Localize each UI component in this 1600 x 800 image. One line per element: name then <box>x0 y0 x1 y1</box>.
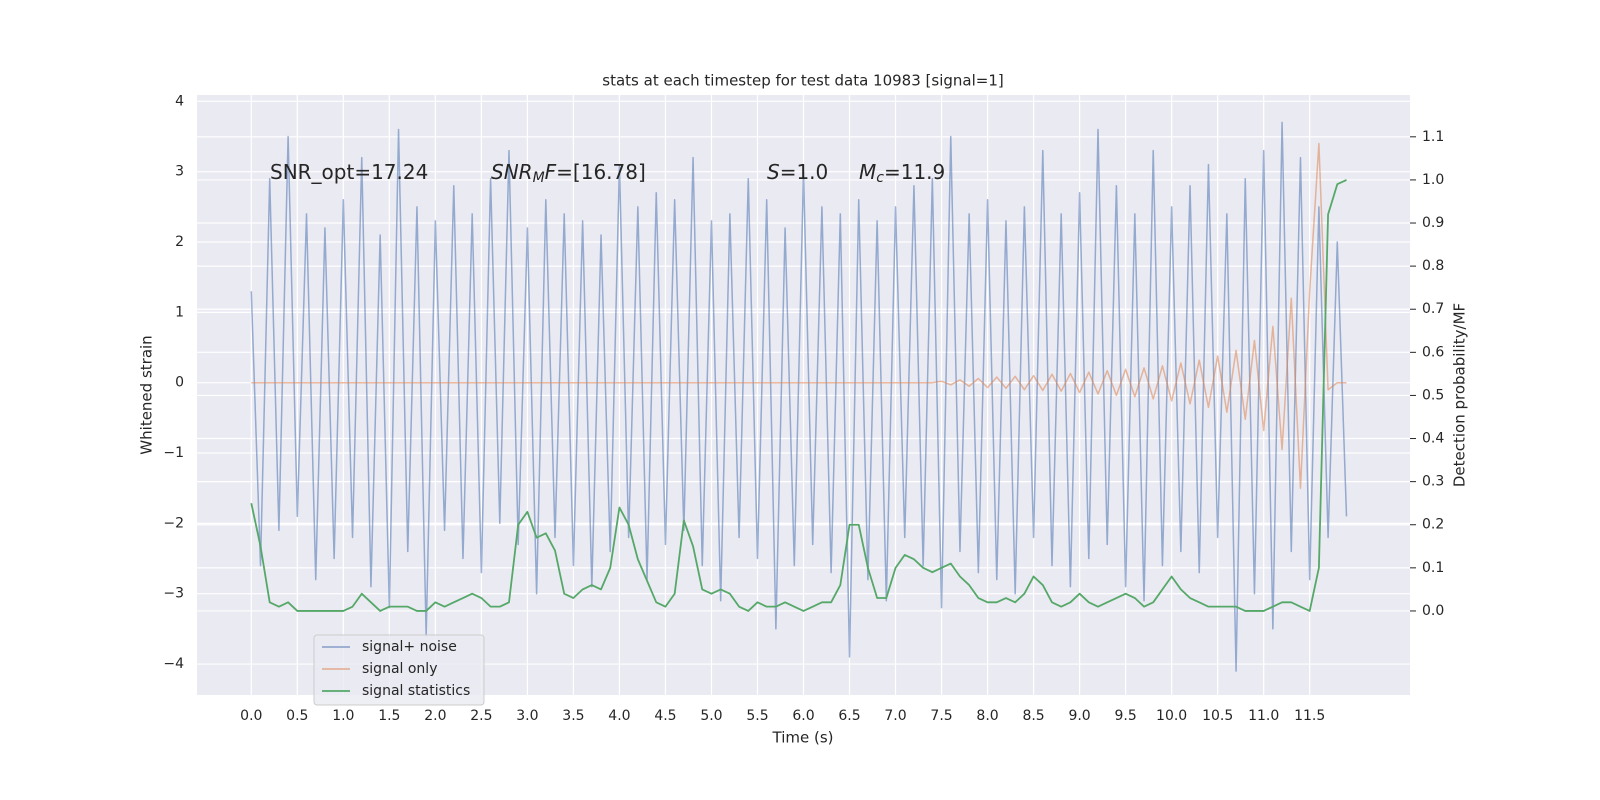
x-tick-label: 3.0 <box>516 708 538 724</box>
x-tick-label: 6.5 <box>838 708 860 724</box>
y-tick-label: −4 <box>163 656 184 672</box>
x-tick-label: 0.0 <box>240 708 262 724</box>
y2-tick-label: 0.3 <box>1422 474 1444 490</box>
y2-axis-label: Detection probability/MF <box>1451 303 1469 487</box>
annotation-part: =11.9 <box>884 160 945 184</box>
x-tick-label: 0.5 <box>286 708 308 724</box>
x-tick-label: 3.5 <box>562 708 584 724</box>
annotation: S=1.0 <box>767 160 828 184</box>
y-tick-label: −3 <box>163 586 184 602</box>
y2-tick-label: 0.2 <box>1422 517 1444 533</box>
x-tick-label: 1.0 <box>332 708 354 724</box>
x-tick-label: 8.5 <box>1022 708 1044 724</box>
annotation-part: SNR_opt=17.24 <box>270 160 428 184</box>
x-tick-label: 9.5 <box>1114 708 1136 724</box>
annotation: SNRMF=[16.78] <box>491 160 646 187</box>
x-tick-label: 10.5 <box>1202 708 1233 724</box>
series-line <box>250 179 1347 612</box>
x-tick-label: 5.5 <box>746 708 768 724</box>
y2-tick-label: 0.6 <box>1422 344 1444 360</box>
annotation-part: M <box>533 170 545 186</box>
x-tick-label: 11.5 <box>1294 708 1325 724</box>
x-tick-label: 6.0 <box>792 708 814 724</box>
y-tick-label: 2 <box>175 234 184 250</box>
annotation-part: S <box>767 160 780 184</box>
legend-label: signal+ noise <box>362 639 457 655</box>
y-tick-label: 0 <box>175 375 184 391</box>
legend: signal+ noise signal only signal statistic… <box>313 634 485 706</box>
x-axis-label: Time (s) <box>772 729 834 747</box>
x-tick-label: 5.0 <box>700 708 722 724</box>
y-tick-label: 3 <box>175 164 184 180</box>
annotation-part: c <box>876 170 884 186</box>
annotation-part: F <box>545 160 557 184</box>
series-line <box>250 121 1348 672</box>
x-tick-label: 7.0 <box>884 708 906 724</box>
annotation: Mc=11.9 <box>859 160 945 187</box>
x-tick-label: 2.0 <box>424 708 446 724</box>
annotation: SNR_opt=17.24 <box>270 160 428 184</box>
y2-tick-label: 0.1 <box>1422 560 1444 576</box>
y-tick-label: 4 <box>175 93 184 109</box>
legend-label: signal only <box>362 661 437 677</box>
series-line <box>251 142 1347 489</box>
y-axis-label: Whitened strain <box>138 335 156 454</box>
x-tick-label: 11.0 <box>1248 708 1279 724</box>
y2-tick-label: 0.9 <box>1422 215 1444 231</box>
legend-label: signal statistics <box>362 683 470 699</box>
y2-tick-label: 1.1 <box>1422 129 1444 145</box>
y2-tick-label: 0.4 <box>1422 431 1444 447</box>
y2-tick-label: 1.0 <box>1422 172 1444 188</box>
y2-tick-label: 0.7 <box>1422 301 1444 317</box>
annotation-part: =1.0 <box>780 160 829 184</box>
x-tick-label: 4.5 <box>654 708 676 724</box>
y-tick-label: 1 <box>175 304 184 320</box>
annotation-part: M <box>859 160 876 184</box>
y2-tick-label: 0.8 <box>1422 258 1444 274</box>
y-tick-label: −2 <box>163 515 184 531</box>
y-tick-label: −1 <box>163 445 184 461</box>
x-tick-label: 2.5 <box>470 708 492 724</box>
x-tick-label: 10.0 <box>1156 708 1187 724</box>
y2-tick-label: 0.5 <box>1422 387 1444 403</box>
x-tick-label: 7.5 <box>930 708 952 724</box>
chart-title: stats at each timestep for test data 109… <box>602 72 1003 90</box>
legend-box <box>313 634 485 706</box>
x-tick-label: 1.5 <box>378 708 400 724</box>
annotation-part: SNR <box>491 160 533 184</box>
x-tick-label: 9.0 <box>1068 708 1090 724</box>
annotation-part: =[16.78] <box>556 160 646 184</box>
x-tick-label: 8.0 <box>976 708 998 724</box>
x-tick-label: 4.0 <box>608 708 630 724</box>
y2-tick-label: 0.0 <box>1422 603 1444 619</box>
